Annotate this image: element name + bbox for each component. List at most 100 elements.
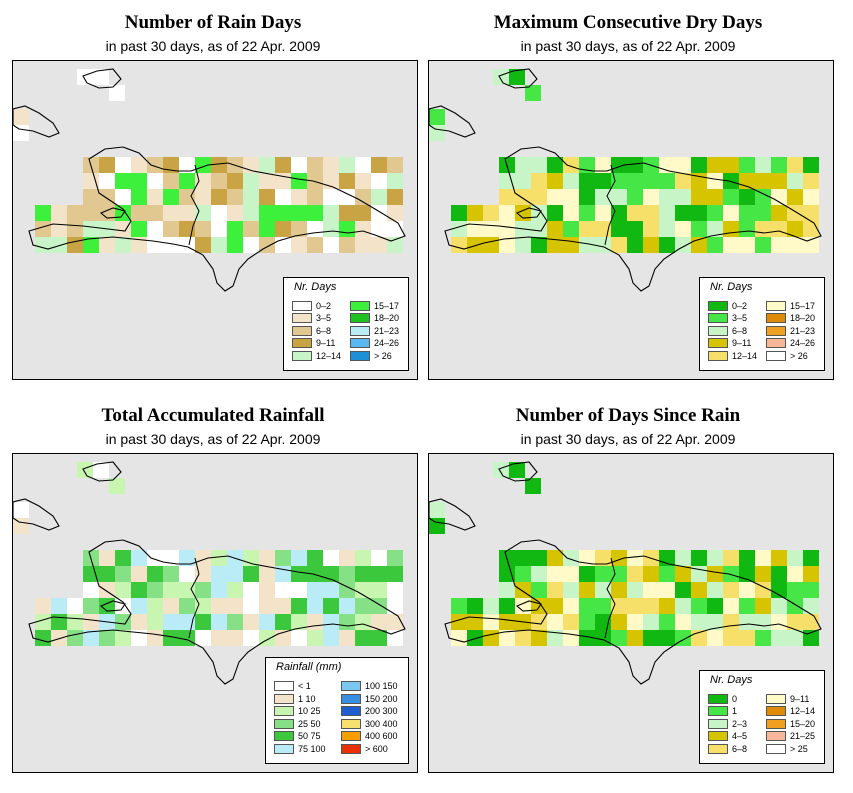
hispaniola-outline	[444, 539, 822, 685]
legend-swatch	[766, 325, 786, 336]
grid-cell	[323, 598, 339, 614]
grid-cell	[643, 614, 659, 630]
legend-item: 100 150	[341, 680, 398, 693]
grid-cell	[99, 237, 115, 253]
grid-cell	[77, 69, 93, 85]
grid-cell	[579, 205, 595, 221]
grid-cell	[307, 614, 323, 630]
grid-cell	[355, 173, 371, 189]
grid-cell	[483, 598, 499, 614]
legend-label: 0	[732, 693, 738, 704]
grid-cell	[211, 614, 227, 630]
grid-cell	[627, 550, 643, 566]
legend-item: 0–2	[708, 300, 757, 313]
border-line	[188, 557, 200, 639]
grid-cell	[339, 189, 355, 205]
grid-cell	[547, 157, 563, 173]
grid-cell	[451, 237, 467, 253]
grid-cell	[755, 598, 771, 614]
grid-cell	[179, 582, 195, 598]
legend-label: 10 25	[298, 706, 321, 717]
grid-cell	[691, 221, 707, 237]
legend-swatch	[292, 313, 312, 324]
grid-cell	[563, 566, 579, 582]
grid-cell	[259, 550, 275, 566]
grid-cell	[803, 157, 819, 173]
legend-item: 2–3	[708, 718, 747, 731]
grid-cell	[371, 221, 387, 237]
legend-label: 24–26	[374, 338, 400, 349]
grid-cell	[499, 173, 515, 189]
grid-cell	[499, 582, 515, 598]
grid-cell	[115, 189, 131, 205]
grid-cell	[563, 205, 579, 221]
grid-cell	[115, 205, 131, 221]
panel-subtitle-max-dry-days: in past 30 days, as of 22 Apr. 2009	[520, 38, 736, 54]
grid-cell	[579, 189, 595, 205]
legend-item: 18–20	[350, 312, 399, 325]
grid-cell	[451, 630, 467, 646]
grid-cell	[611, 630, 627, 646]
coastline	[99, 207, 126, 219]
map-legend: Nr. Days 0 1 2–3 4–5 6–8 9–11 12–14 15–20 21–25 > …	[699, 669, 825, 764]
border-line	[604, 557, 616, 639]
grid-cell	[211, 205, 227, 221]
grid-cell	[595, 582, 611, 598]
grid-cell	[99, 173, 115, 189]
legend-label: 18–20	[374, 313, 400, 324]
legend-item: 1 10	[274, 693, 326, 706]
grid-cell	[211, 598, 227, 614]
grid-cell	[531, 189, 547, 205]
grid-cell	[547, 566, 563, 582]
grid-cell	[131, 221, 147, 237]
grid-cell	[675, 550, 691, 566]
grid-cell	[707, 173, 723, 189]
grid-cell	[531, 550, 547, 566]
grid-cell	[755, 157, 771, 173]
legend-label: 21–23	[374, 325, 400, 336]
grid-cell	[723, 630, 739, 646]
grid-cell	[163, 237, 179, 253]
grid-cell	[339, 598, 355, 614]
grid-cell	[51, 237, 67, 253]
grid-cell	[115, 598, 131, 614]
legend-swatch	[292, 350, 312, 361]
legend-label: 400 600	[365, 731, 398, 742]
grid-cell	[787, 221, 803, 237]
grid-cell	[259, 221, 275, 237]
grid-cell	[131, 566, 147, 582]
legend-label: 100 150	[365, 681, 398, 692]
legend-item: > 26	[766, 350, 815, 363]
grid-cell	[243, 237, 259, 253]
grid-cell	[227, 630, 243, 646]
legend-item: 300 400	[341, 718, 398, 731]
grid-cell	[131, 630, 147, 646]
grid-cell	[355, 189, 371, 205]
grid-cell	[195, 189, 211, 205]
grid-cell	[195, 550, 211, 566]
map-max-dry-days: Nr. Days 0–2 3–5 6–8 9–11 12–14 15–17 18–20 21–2…	[428, 60, 834, 380]
grid-cell	[163, 630, 179, 646]
panel-title-rain-days: Number of Rain Days	[124, 12, 302, 33]
grid-cell	[771, 189, 787, 205]
grid-cell	[259, 598, 275, 614]
grid-cell	[787, 582, 803, 598]
legend-swatch	[766, 338, 786, 349]
grid-cell	[275, 189, 291, 205]
legend-label: 6–8	[732, 743, 748, 754]
grid-cell	[83, 205, 99, 221]
grid-cell	[291, 173, 307, 189]
legend-label: 75 100	[298, 743, 326, 754]
grid-cell	[339, 550, 355, 566]
legend-label: 15–20	[790, 718, 816, 729]
grid-cell	[291, 221, 307, 237]
grid-cell	[493, 69, 509, 85]
grid-cell	[179, 598, 195, 614]
grid-cell	[339, 221, 355, 237]
grid-cell	[707, 598, 723, 614]
grid-cell	[147, 173, 163, 189]
grid-cell	[93, 462, 109, 478]
grid-cell	[131, 157, 147, 173]
grid-cell	[163, 157, 179, 173]
